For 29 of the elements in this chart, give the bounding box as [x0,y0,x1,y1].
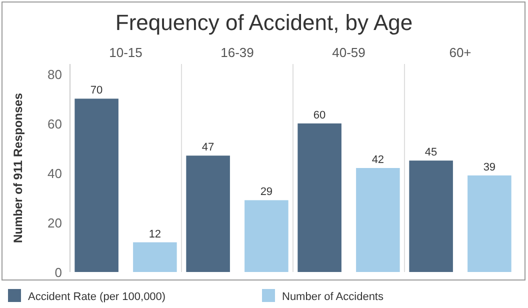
x-tick-label: 60+ [449,45,472,60]
data-label: 42 [372,154,384,166]
bar [74,98,118,272]
y-tick-label: 40 [48,166,62,181]
data-label: 29 [260,186,273,198]
bar [298,123,342,272]
bar [468,175,512,272]
bar [409,160,453,272]
data-label: 39 [483,161,496,174]
data-label: 70 [90,84,103,97]
legend-label: Number of Accidents [282,291,384,303]
x-tick-label: 40-59 [332,45,366,60]
bar [133,242,177,272]
bar [244,200,288,272]
data-label: 60 [313,109,326,122]
y-tick-label: 20 [48,215,62,230]
x-tick-label: 10-15 [109,45,142,60]
y-tick-label: 0 [54,265,62,280]
data-label: 45 [424,146,438,159]
data-label: 12 [148,228,162,240]
y-tick-label: 80 [48,66,62,82]
y-tick-label: 60 [48,116,62,132]
bar [356,168,400,272]
bar [186,156,230,272]
data-label: 47 [202,142,214,154]
x-tick-label: 16-39 [220,45,254,60]
legend-label: Accident Rate (per 100,000) [28,291,166,303]
chart-title: Frequency of Accident, by Age [115,10,413,35]
y-axis-title: Number of 911 Responses [11,92,25,244]
